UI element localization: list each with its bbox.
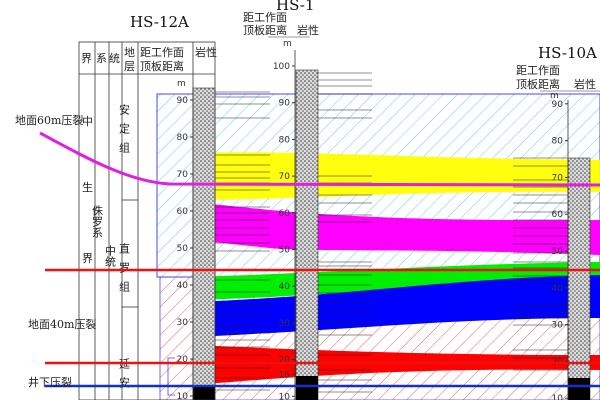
interval-bracket [167, 357, 175, 396]
axis-tick-label: 30 [177, 318, 189, 328]
axis-tick-label: 20 [279, 356, 291, 366]
axis-tick-label: 30 [279, 319, 291, 329]
hs10a-dist-header-2: 顶板距离 [516, 77, 560, 91]
hs1-lith-header: 岩性 [297, 23, 319, 37]
era-char-3: 界 [82, 252, 93, 265]
label-surface-60m: 地面60m压裂 [15, 114, 83, 127]
axis-tick-label: 70 [279, 172, 291, 182]
era-char-2: 生 [82, 180, 93, 194]
header-strata-2: 层 [124, 60, 135, 73]
axis-tick-label: 70 [552, 173, 564, 183]
hs12a-dist-header-2: 顶板距离 [140, 59, 184, 73]
axis-tick-label: 60 [552, 210, 564, 220]
axis-tick-label: 10 [177, 392, 189, 400]
axis-tick-label: 90 [177, 96, 189, 106]
era-char-1: 中 [82, 115, 93, 128]
axis-tick-label: 20 [177, 355, 189, 365]
series-label: 中统 [104, 245, 117, 267]
hs1-dist-header-1: 距工作面 [243, 11, 287, 24]
header-series: 统 [109, 52, 120, 65]
axis-tick-label: 90 [552, 100, 564, 110]
borehole-title-hs12a: HS-12A [130, 13, 189, 31]
axis-tick-label: 90 [279, 99, 291, 109]
hs10a-unit: m [550, 91, 559, 101]
axis-tick-label: 16 [279, 370, 291, 380]
borehole-title-hs1: HS-1 [276, 0, 315, 14]
system-label: 侏罗系 [91, 205, 104, 238]
axis-tick-label: 60 [279, 209, 291, 219]
depth-axes: 90 80 70 60 50 40 30 20 10 100 90 80 70 60 50 40 30 20 16 1… [177, 50, 569, 400]
layer-marker-lines [215, 72, 568, 393]
hs1-unit: m [283, 39, 292, 49]
axis-tick-label: 80 [552, 137, 564, 147]
formation-anding: 安定组 [118, 103, 131, 161]
hs1-dist-header-2: 顶板距离 [243, 23, 287, 37]
axis-tick-label: 50 [177, 244, 189, 254]
hs12a-lith-header: 岩性 [195, 45, 217, 59]
axis-tick-label: 50 [552, 247, 564, 257]
header-strata-1: 地 [124, 46, 135, 59]
axis-tick-label: 40 [177, 281, 189, 291]
axis-tick-label: 100 [273, 62, 290, 72]
surface-60m-fracture-line [39, 131, 600, 187]
axis-tick-label: 10 [552, 394, 564, 400]
header-era: 界 [81, 52, 92, 65]
axis-tick-label: 10 [279, 392, 291, 400]
label-underground: 井下压裂 [28, 375, 72, 389]
hs12a-unit: m [177, 79, 186, 89]
hs10a-dist-header-1: 距工作面 [516, 64, 560, 77]
borehole-title-hs10a: HS-10A [538, 44, 597, 62]
hs12a-dist-header-1: 距工作面 [140, 46, 184, 59]
label-surface-40m: 地面40m压裂 [28, 318, 96, 331]
header-system: 系 [96, 52, 107, 65]
axis-tick-label: 60 [177, 207, 189, 217]
axis-tick-label: 70 [177, 170, 189, 180]
axis-tick-label: 40 [279, 282, 291, 292]
axis-tick-label: 50 [279, 246, 291, 256]
axis-tick-label: 80 [279, 135, 291, 145]
axis-tick-label: 40 [552, 284, 564, 294]
axis-tick-label: 30 [552, 321, 564, 331]
hs10a-lith-header: 岩性 [574, 77, 596, 91]
axis-tick-label: 80 [177, 133, 189, 143]
